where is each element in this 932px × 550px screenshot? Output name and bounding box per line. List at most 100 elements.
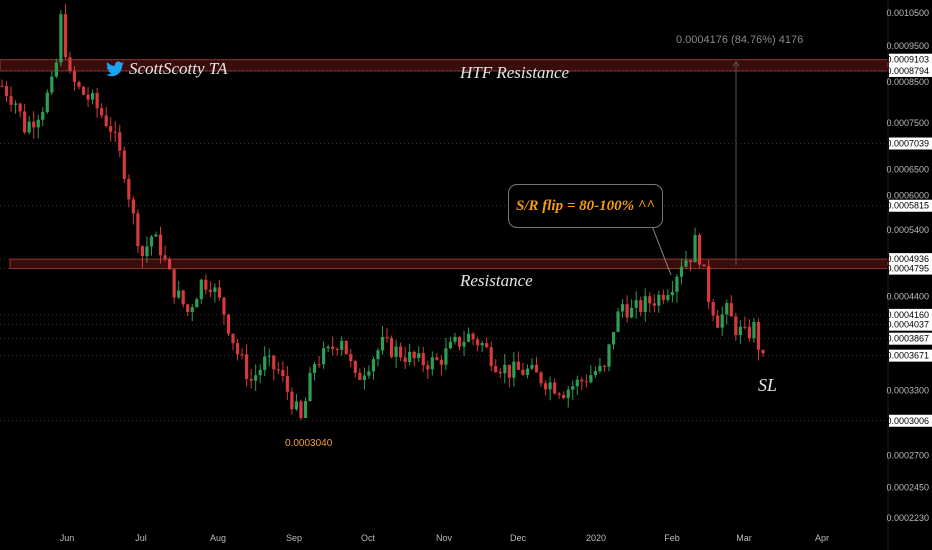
sr-flip-callout: S/R flip = 80-100% ^^ (508, 184, 663, 228)
candle-body (308, 372, 312, 402)
candle-body (675, 276, 679, 292)
price-label: 0.0008794 (886, 66, 929, 76)
candle-body (670, 291, 675, 296)
candle-body (95, 93, 99, 109)
candle-body (113, 131, 117, 133)
candle-body (59, 14, 63, 63)
x-tick-label: Nov (436, 533, 453, 543)
candle-body (231, 333, 235, 344)
candle-body (177, 290, 181, 298)
candle-body (272, 355, 276, 370)
candle-body (403, 357, 407, 363)
candle-body (254, 375, 258, 381)
candle-body (752, 321, 756, 339)
candle-body (661, 294, 665, 300)
candle-body (738, 326, 742, 335)
y-tick-label: 0.0008500 (886, 77, 929, 87)
candle-body (267, 355, 271, 357)
candle-body (208, 289, 212, 292)
candle-body (376, 350, 380, 360)
candle-body (181, 290, 185, 305)
candle-body (652, 303, 656, 306)
candle-body (743, 326, 747, 328)
candle-body (693, 235, 697, 263)
candle-body (634, 300, 638, 308)
candle-body (557, 393, 561, 395)
candle-body (720, 314, 724, 328)
candle-body (109, 126, 113, 132)
candle-body (625, 304, 629, 318)
y-tick-label: 0.0010500 (886, 8, 929, 18)
watermark: ScottScotty TA (106, 59, 227, 79)
x-tick-label: Feb (664, 533, 680, 543)
x-tick-label: Dec (510, 533, 527, 543)
candle-body (4, 86, 9, 97)
candle-body (453, 336, 457, 342)
candle-body (226, 314, 231, 334)
candle-body (90, 93, 95, 100)
candle-body (50, 76, 54, 93)
candle-body (584, 381, 588, 383)
candle-body (725, 303, 729, 315)
twitter-icon (106, 61, 124, 77)
candle-body (326, 346, 330, 349)
x-tick-label: Oct (361, 533, 376, 543)
candle-body (444, 348, 448, 365)
candle-body (172, 269, 176, 298)
candle-body (707, 266, 711, 302)
candle-body (362, 375, 366, 380)
candle-body (145, 246, 149, 257)
candle-body (412, 351, 416, 359)
candle-body (679, 266, 684, 277)
candle-body (543, 383, 548, 390)
candle-body (340, 340, 344, 350)
candle-body (81, 86, 86, 95)
candle-body (335, 348, 339, 350)
candle-body (263, 356, 267, 370)
htf-resistance-label: HTF Resistance (460, 63, 570, 82)
y-tick-label: 0.0006000 (886, 191, 929, 201)
candle-body (462, 341, 466, 347)
candle-body (245, 354, 249, 379)
candle-body (186, 304, 190, 312)
candle-body (122, 150, 126, 179)
price-label: 0.0004160 (886, 310, 929, 320)
candle-body (127, 178, 131, 200)
candle-body (27, 121, 31, 133)
y-tick-label: 0.0009500 (886, 41, 929, 51)
candle-body (199, 279, 203, 300)
candle-body (86, 94, 90, 100)
candle-body (611, 331, 616, 345)
candle-body (688, 260, 693, 263)
candle-body (439, 359, 443, 365)
candle-body (684, 260, 688, 267)
candle-body (36, 119, 40, 128)
price-label: 0.0005815 (886, 201, 929, 211)
y-tick-label: 0.0002450 (886, 482, 929, 492)
price-label: 0.0003671 (886, 351, 929, 361)
candle-body (389, 337, 394, 357)
candle-body (54, 62, 58, 77)
stop-loss-label: SL (758, 375, 778, 395)
candle-body (331, 346, 335, 349)
candle-body (761, 349, 765, 354)
x-tick-label: Sep (286, 533, 302, 543)
price-label-box (889, 64, 932, 77)
candle-body (276, 369, 280, 371)
candle-body (534, 364, 539, 373)
candle-body (299, 401, 303, 418)
candle-body (485, 343, 489, 348)
candle-body (516, 361, 520, 370)
candle-body (639, 300, 643, 312)
candle-body (281, 370, 285, 377)
candle-body (616, 311, 620, 332)
candle-body (512, 361, 516, 378)
x-tick-label: Apr (815, 533, 829, 543)
candle-body (353, 361, 357, 373)
candle-body (371, 359, 376, 372)
candle-body (240, 354, 244, 356)
candle-body (598, 365, 602, 372)
candle-body (575, 379, 579, 387)
candle-body (158, 234, 163, 256)
